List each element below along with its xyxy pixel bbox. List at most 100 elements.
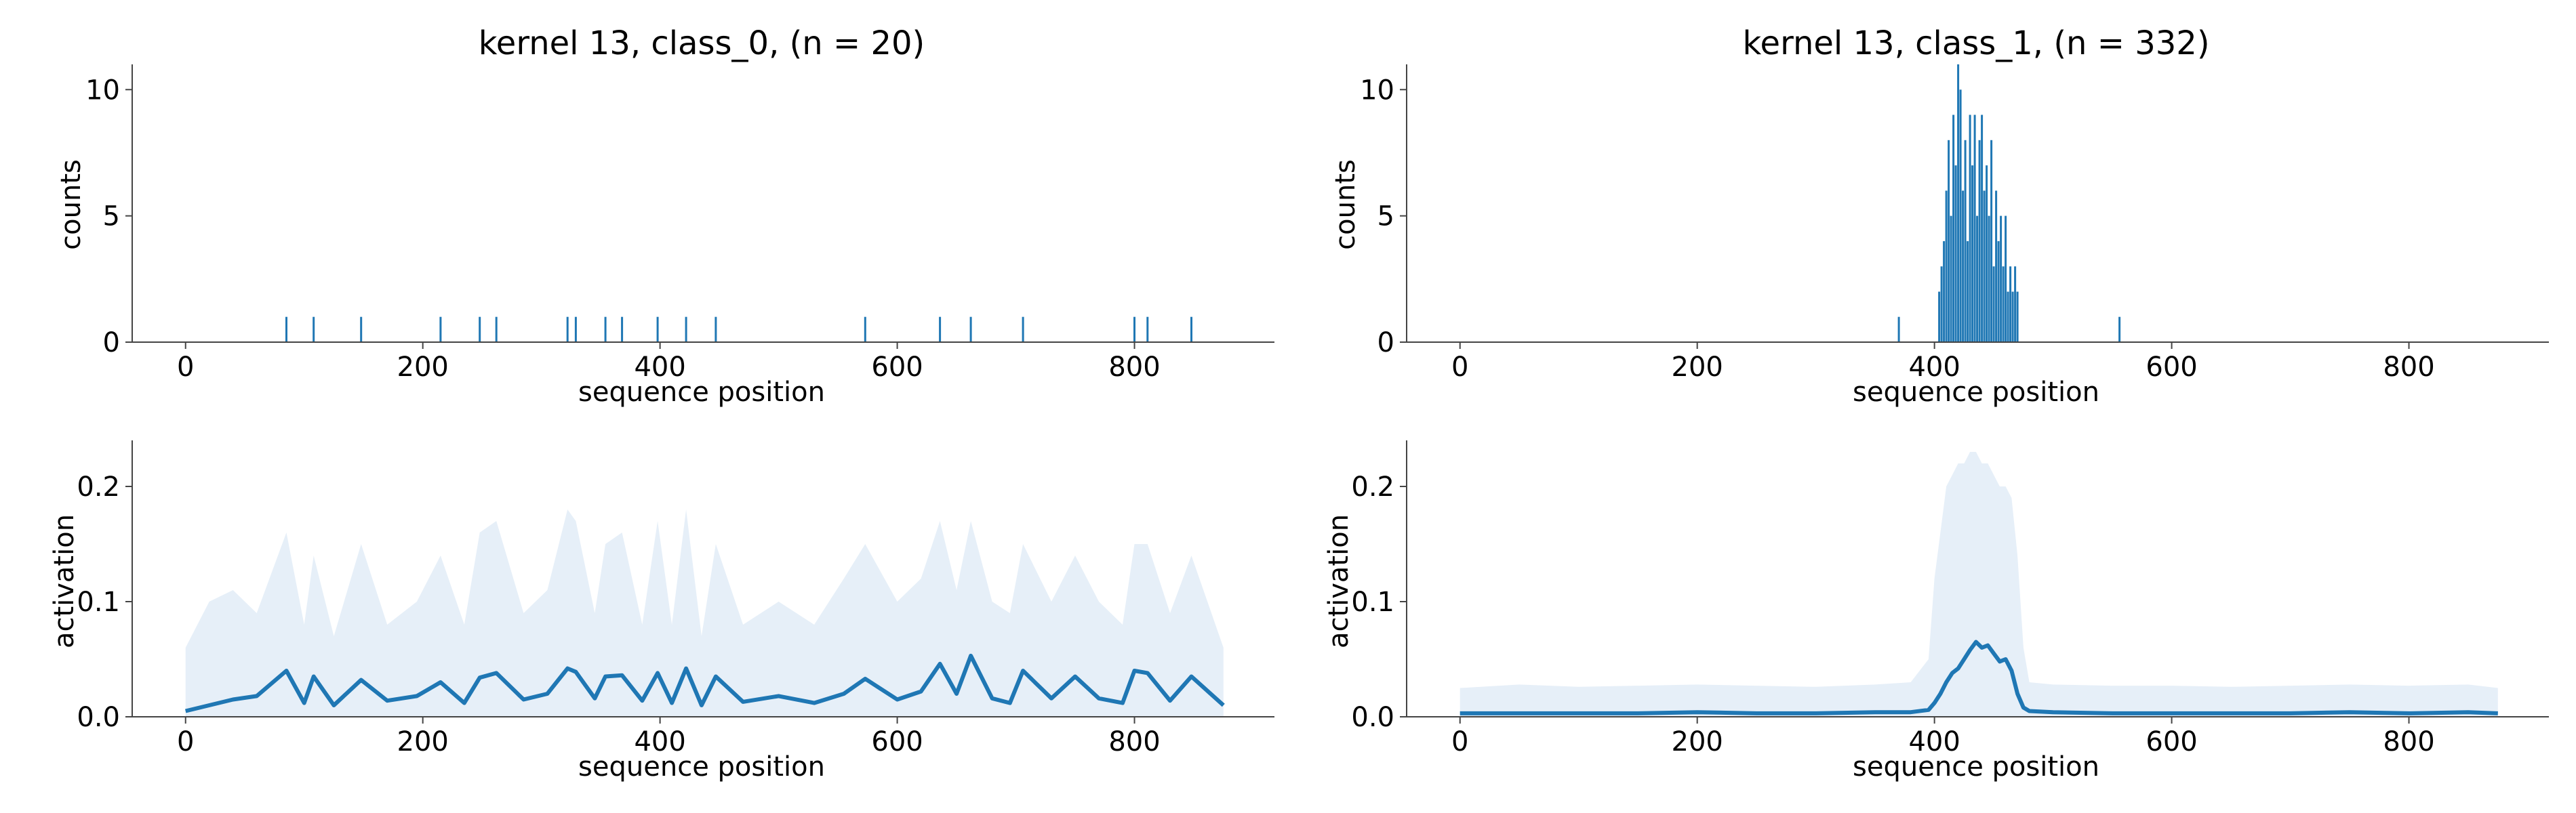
count-bar <box>864 316 866 342</box>
count-bar <box>1990 140 1993 343</box>
x-tick-label: 400 <box>1908 726 1960 757</box>
y-tick-label: 5 <box>1377 201 1394 232</box>
y-tick-label: 10 <box>1360 75 1394 106</box>
x-tick-label: 200 <box>1672 352 1723 383</box>
y-axis-label: counts <box>56 159 87 250</box>
count-bar <box>1973 114 1976 342</box>
count-bar <box>2118 316 2121 342</box>
x-tick-label: 600 <box>2146 726 2197 757</box>
x-axis-label: sequence position <box>1853 751 2099 783</box>
count-bar <box>360 316 363 342</box>
x-axis-label: sequence position <box>1853 377 2099 408</box>
count-bar <box>566 316 569 342</box>
counts-panel-class-1: kernel 13, class_1, (n = 332) counts seq… <box>1330 24 2549 408</box>
count-bar <box>685 316 687 342</box>
x-tick-label: 0 <box>1451 726 1468 757</box>
count-bar <box>1940 266 1943 342</box>
count-bar <box>2014 266 2017 342</box>
x-tick-label: 800 <box>1108 352 1160 383</box>
y-tick-label: 0.0 <box>77 702 120 733</box>
count-bar <box>1190 316 1192 342</box>
x-tick-label: 0 <box>1451 352 1468 383</box>
y-tick-label: 0.2 <box>77 472 120 503</box>
mean-activation-line <box>184 653 1225 713</box>
count-bar <box>2005 215 2007 342</box>
y-tick-label: 0.2 <box>1351 472 1394 503</box>
count-bar <box>479 316 481 342</box>
count-bar <box>1948 140 1950 343</box>
count-bar <box>1988 215 1990 342</box>
x-tick-label: 400 <box>634 352 685 383</box>
y-tick-label: 0 <box>1377 327 1394 358</box>
count-bar <box>2016 291 2019 342</box>
count-bar <box>1964 140 1967 343</box>
count-bar <box>1981 114 1984 342</box>
count-bar <box>715 316 717 342</box>
x-tick-label: 200 <box>397 726 449 757</box>
count-bar <box>621 316 624 342</box>
x-tick-label: 200 <box>397 352 449 383</box>
x-tick-label: 800 <box>2383 352 2434 383</box>
activation-panel-class-1: activation sequence position 0 200 400 600 8… <box>1323 440 2549 783</box>
x-axis-label: sequence position <box>578 377 825 408</box>
x-tick-label: 400 <box>1908 352 1960 383</box>
count-bar <box>574 316 577 342</box>
count-bar <box>2009 266 2012 342</box>
count-bar <box>313 316 315 342</box>
count-bar <box>1945 190 1948 342</box>
count-bar <box>1971 165 1974 342</box>
activation-spread-band <box>1460 452 2498 717</box>
y-tick-label: 0.1 <box>77 587 120 618</box>
y-axis-label: activation <box>49 514 80 648</box>
x-tick-label: 600 <box>871 726 923 757</box>
activation-spread-band <box>185 509 1224 717</box>
count-bar <box>285 316 287 342</box>
y-tick-label: 10 <box>85 75 120 106</box>
count-bar <box>1967 241 1969 342</box>
count-bar <box>969 316 972 342</box>
x-tick-label: 0 <box>177 352 194 383</box>
x-tick-label: 800 <box>1108 726 1160 757</box>
y-tick-label: 0.1 <box>1351 587 1394 618</box>
x-axis-label: sequence position <box>578 751 825 783</box>
count-bar <box>1952 114 1955 342</box>
count-bar <box>604 316 607 342</box>
y-tick-label: 5 <box>103 201 120 232</box>
y-tick-label: 0 <box>103 327 120 358</box>
count-bar <box>2011 291 2014 342</box>
mean-activation-line <box>1460 640 2498 715</box>
count-bar <box>1986 165 1988 342</box>
x-tick-label: 200 <box>1672 726 1723 757</box>
count-bar <box>1992 266 1995 342</box>
count-bar <box>1146 316 1149 342</box>
counts-panel-class-0: kernel 13, class_0, (n = 20) counts sequ… <box>56 24 1274 408</box>
count-bar <box>1983 190 1986 342</box>
x-tick-label: 600 <box>2146 352 2197 383</box>
count-bar <box>1969 114 1971 342</box>
chart-title: kernel 13, class_0, (n = 20) <box>479 24 925 62</box>
y-tick-label: 0.0 <box>1351 702 1394 733</box>
count-bar <box>1897 316 1900 342</box>
x-tick-label: 800 <box>2383 726 2434 757</box>
count-bar <box>1995 190 1998 342</box>
count-bar <box>439 316 442 342</box>
x-tick-label: 400 <box>634 726 685 757</box>
chart-title: kernel 13, class_1, (n = 332) <box>1742 24 2209 62</box>
y-axis-label: counts <box>1330 159 1361 250</box>
count-bar <box>1997 241 2000 342</box>
count-bar <box>2007 291 2009 342</box>
count-bar <box>2000 215 2003 342</box>
count-bar <box>1976 215 1979 342</box>
count-bar <box>2002 266 2005 342</box>
count-bar <box>1954 165 1957 342</box>
x-tick-label: 600 <box>871 352 923 383</box>
count-bar <box>656 316 659 342</box>
count-bar <box>1022 316 1024 342</box>
count-bar <box>1950 215 1952 342</box>
count-bar <box>495 316 498 342</box>
count-bar <box>1962 190 1965 342</box>
x-tick-label: 0 <box>177 726 194 757</box>
count-bar <box>939 316 942 342</box>
count-bar <box>1943 241 1946 342</box>
